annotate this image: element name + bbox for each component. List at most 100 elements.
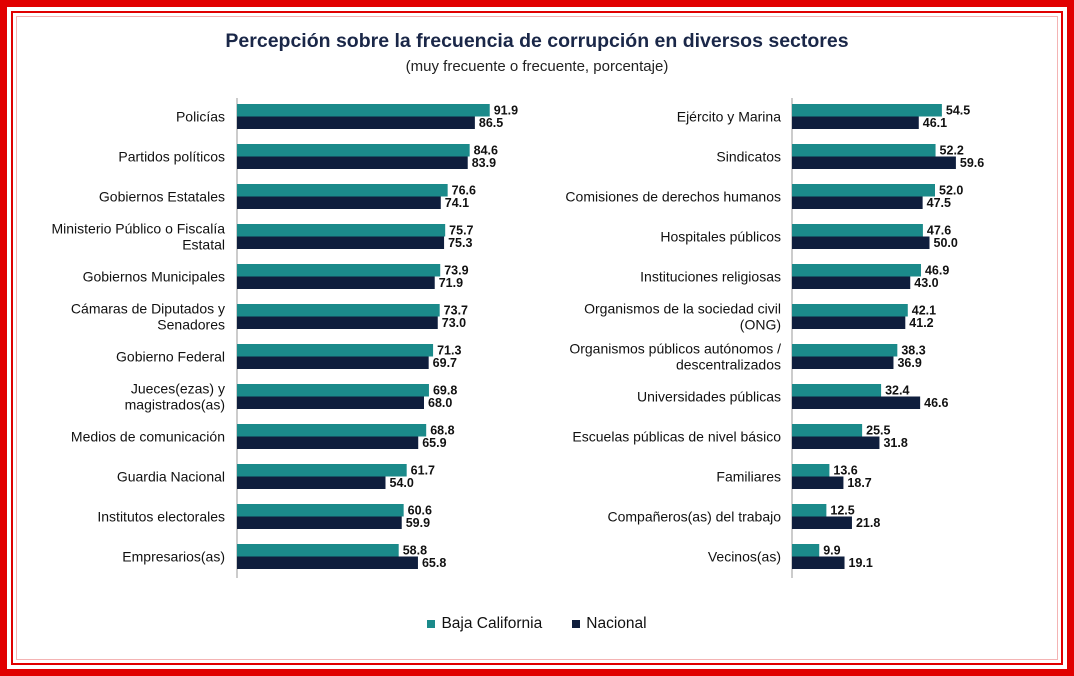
data-label-baja-california: 32.4	[885, 384, 909, 398]
data-label-baja-california: 38.3	[901, 344, 925, 358]
bar-baja-california	[237, 304, 440, 317]
bar-baja-california	[792, 424, 863, 437]
data-label-baja-california: 12.5	[830, 504, 854, 518]
bar-baja-california	[237, 344, 434, 357]
legend-swatch-nacional	[572, 620, 581, 628]
bar-nacional	[792, 356, 894, 369]
category-label: Familiares	[716, 469, 781, 485]
category-label: Ministerio Público o Fiscalía Estatal	[51, 221, 225, 253]
bar-nacional	[792, 436, 880, 449]
bar-baja-california	[792, 304, 908, 317]
bar-nacional	[792, 236, 930, 249]
bar-baja-california	[237, 104, 490, 117]
data-label-baja-california: 73.9	[444, 264, 468, 278]
data-label-baja-california: 13.6	[833, 464, 857, 478]
category-label: Empresarios(as)	[122, 549, 225, 565]
legend-item-baja-california: Baja California	[427, 615, 542, 633]
data-label-baja-california: 47.6	[927, 224, 951, 238]
category-label: Compañeros(as) del trabajo	[607, 509, 781, 525]
data-label-nacional: 73.0	[442, 316, 466, 330]
bar-baja-california	[792, 384, 882, 397]
bar-nacional	[237, 516, 402, 529]
data-label-baja-california: 61.7	[411, 464, 435, 478]
data-label-baja-california: 9.9	[823, 544, 840, 558]
bar-nacional	[237, 276, 435, 289]
bar-baja-california	[792, 224, 923, 237]
data-label-nacional: 21.8	[856, 516, 880, 530]
data-label-baja-california: 60.6	[408, 504, 432, 518]
data-label-nacional: 46.6	[924, 396, 948, 410]
category-label: Hospitales públicos	[660, 229, 781, 245]
bar-nacional	[792, 276, 911, 289]
category-label: Guardia Nacional	[117, 469, 225, 485]
bar-baja-california	[792, 464, 830, 477]
data-label-baja-california: 52.0	[939, 184, 963, 198]
bar-baja-california	[792, 344, 898, 357]
bar-baja-california	[237, 224, 446, 237]
data-label-nacional: 59.6	[960, 156, 984, 170]
data-label-nacional: 31.8	[883, 436, 907, 450]
bar-nacional	[237, 356, 429, 369]
data-label-nacional: 54.0	[390, 476, 414, 490]
data-label-nacional: 50.0	[934, 236, 958, 250]
bar-nacional	[237, 196, 441, 209]
bar-baja-california	[792, 144, 936, 157]
category-label: Universidades públicas	[637, 389, 781, 405]
data-label-nacional: 68.0	[428, 396, 452, 410]
data-label-baja-california: 73.7	[444, 304, 468, 318]
data-label-baja-california: 52.2	[940, 144, 964, 158]
data-label-nacional: 18.7	[847, 476, 871, 490]
bar-nacional	[237, 436, 419, 449]
category-label: Medios de comunicación	[71, 429, 225, 445]
category-label: Escuelas públicas de nivel básico	[572, 429, 781, 445]
bar-nacional	[237, 476, 386, 489]
data-label-baja-california: 76.6	[452, 184, 476, 198]
data-label-nacional: 36.9	[897, 356, 921, 370]
bar-baja-california	[237, 424, 427, 437]
bar-nacional	[792, 556, 845, 569]
category-label: Organismos públicos autónomos / descentra…	[569, 341, 781, 373]
data-label-baja-california: 91.9	[494, 104, 518, 118]
bar-nacional	[237, 556, 418, 569]
bar-baja-california	[237, 544, 399, 557]
bar-nacional	[792, 316, 906, 329]
data-label-nacional: 43.0	[914, 276, 938, 290]
category-label: Vecinos(as)	[708, 549, 781, 565]
category-label: Partidos políticos	[118, 149, 225, 165]
data-label-nacional: 46.1	[923, 116, 947, 130]
bar-baja-california	[237, 384, 429, 397]
data-label-nacional: 69.7	[433, 356, 457, 370]
category-label: Gobierno Federal	[116, 349, 225, 365]
bar-nacional	[237, 396, 424, 409]
data-label-nacional: 75.3	[448, 236, 472, 250]
bar-baja-california	[237, 144, 470, 157]
category-label: Jueces(ezas) y magistrados(as)	[125, 381, 225, 413]
data-label-baja-california: 46.9	[925, 264, 949, 278]
legend-item-nacional: Nacional	[572, 615, 647, 633]
data-label-baja-california: 58.8	[403, 544, 427, 558]
data-label-nacional: 74.1	[445, 196, 469, 210]
data-label-nacional: 47.5	[927, 196, 951, 210]
data-label-baja-california: 84.6	[474, 144, 498, 158]
bar-baja-california	[792, 504, 827, 517]
category-label: Comisiones de derechos humanos	[565, 189, 781, 205]
bar-nacional	[792, 516, 852, 529]
data-label-nacional: 65.9	[422, 436, 446, 450]
bar-baja-california	[237, 464, 407, 477]
chart-title: Percepción sobre la frecuencia de corrup…	[225, 30, 849, 52]
category-label: Ejército y Marina	[677, 109, 781, 125]
data-label-baja-california: 71.3	[437, 344, 461, 358]
data-label-baja-california: 68.8	[430, 424, 454, 438]
data-label-nacional: 71.9	[439, 276, 463, 290]
category-label: Sindicatos	[716, 149, 781, 165]
category-label: Gobiernos Estatales	[99, 189, 225, 205]
data-label-baja-california: 54.5	[946, 104, 970, 118]
bar-nacional	[792, 396, 921, 409]
data-label-nacional: 41.2	[909, 316, 933, 330]
data-label-nacional: 86.5	[479, 116, 503, 130]
legend-swatch-baja-california	[427, 620, 436, 628]
data-label-baja-california: 69.8	[433, 384, 457, 398]
category-label: Instituciones religiosas	[640, 269, 781, 285]
bar-nacional	[792, 476, 844, 489]
data-label-baja-california: 42.1	[912, 304, 936, 318]
